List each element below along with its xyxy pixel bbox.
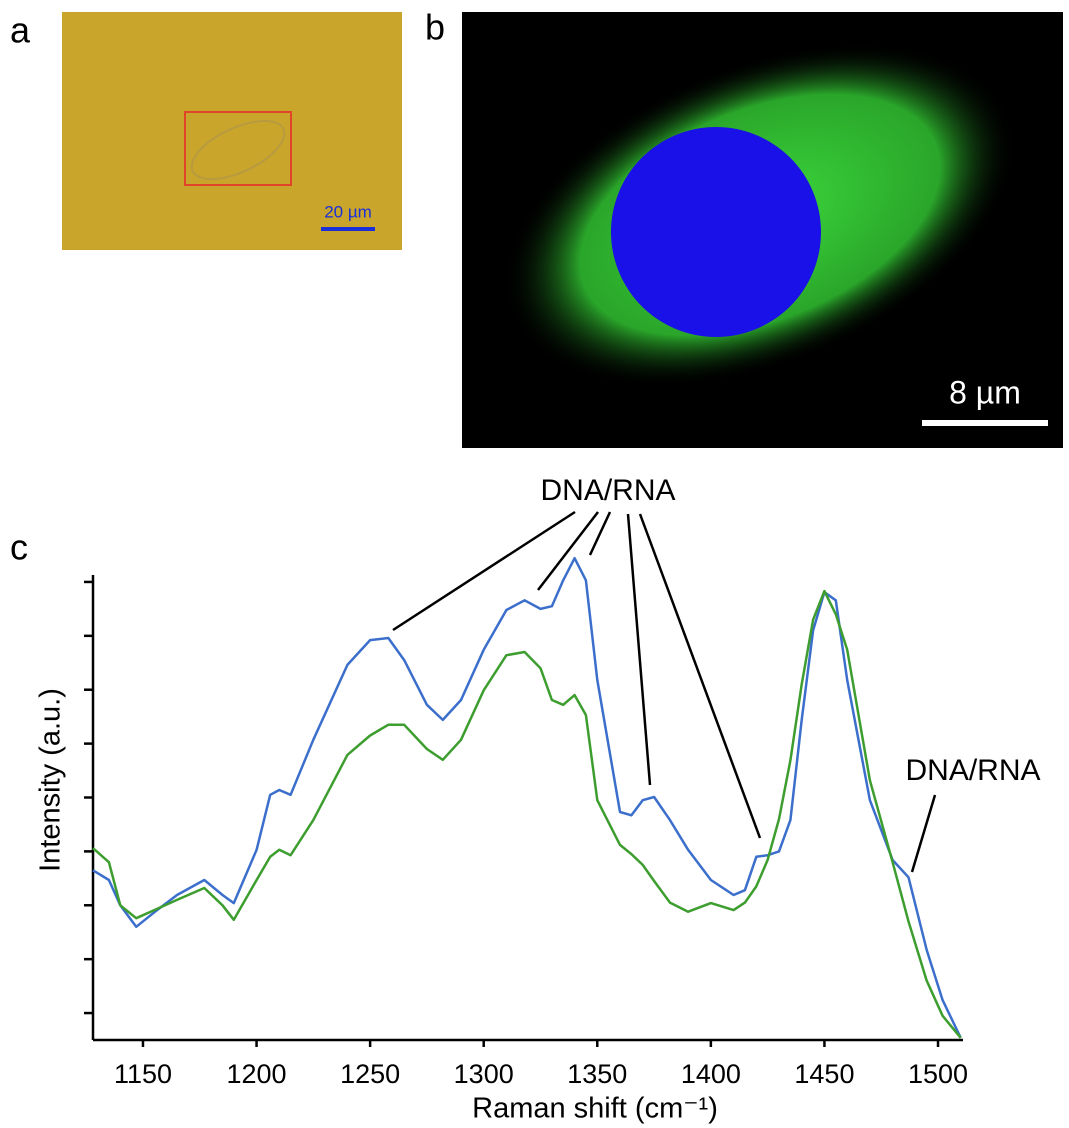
x-tick-label: 1500 [908,1059,968,1089]
micrograph [62,12,402,250]
panel-label: a [10,10,31,51]
y-axis-label: Intensity (a.u.) [35,688,67,872]
x-tick-label: 1150 [114,1059,172,1089]
x-tick-label: 1250 [340,1059,400,1089]
scale-bar-label: 8 µm [949,374,1021,410]
panel-label: c [10,527,28,568]
scale-bar-label: 20 µm [324,202,372,221]
series-line [92,589,962,1039]
annotation: DNA/RNA [905,754,1040,787]
leader-lines [392,510,937,873]
roi-box [184,111,292,186]
x-tick-label: 1200 [227,1059,287,1089]
x-tick-label: 1350 [567,1059,627,1089]
x-tick-label: 1400 [681,1059,741,1089]
annotation: DNA/RNA [540,474,675,507]
series-line [92,556,962,1039]
cell-outline [190,119,286,181]
panel-label: b [425,7,445,48]
nucleus [611,127,821,337]
x-tick-label: 1450 [794,1059,854,1089]
x-tick-label: 1300 [454,1059,514,1089]
x-axis-label: Raman shift (cm⁻¹) [472,1093,718,1125]
